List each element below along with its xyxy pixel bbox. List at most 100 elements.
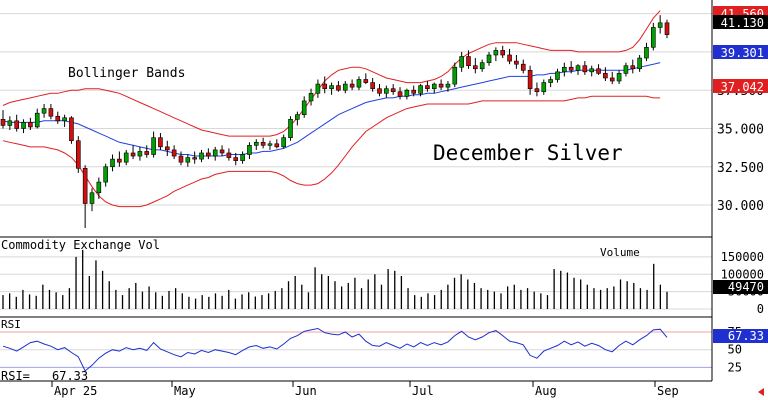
candle-body <box>438 83 444 88</box>
candle-body <box>644 47 649 59</box>
rsi-reference-lines <box>0 331 712 368</box>
candle-body <box>514 60 519 65</box>
candle-body <box>240 154 245 161</box>
volume-tick-label: 100000 <box>721 267 764 281</box>
candle-body <box>82 167 88 204</box>
candle-body <box>404 89 410 97</box>
candle-body <box>69 117 74 142</box>
candle-body <box>288 118 293 138</box>
candle-body <box>14 120 19 129</box>
price-tick-label: 32.500 <box>717 161 764 176</box>
volume-gridlines <box>0 256 712 310</box>
candle-body <box>466 56 471 67</box>
candlesticks <box>0 15 670 228</box>
month-label: Jun <box>295 384 317 398</box>
candle-body <box>452 66 458 85</box>
rsi-readout-value: 67.33 <box>52 369 88 383</box>
rsi-badge-bg <box>713 329 768 343</box>
candle-body <box>527 70 533 89</box>
candle-body <box>274 143 280 148</box>
candle-body <box>253 141 259 146</box>
candle-body <box>137 151 143 157</box>
candle-body <box>342 83 348 91</box>
candle-body <box>534 88 540 93</box>
candle-body <box>34 112 40 128</box>
price-badge-bg <box>713 15 768 29</box>
candle-body <box>507 54 512 62</box>
candle-body <box>267 143 273 146</box>
candle-body <box>185 157 191 163</box>
volume-tick-label: 150000 <box>721 250 764 264</box>
candle-body <box>568 66 574 71</box>
candle-body <box>562 66 567 73</box>
rsi-tick-label: 25 <box>728 360 742 374</box>
candle-body <box>301 100 307 116</box>
month-label: Jul <box>412 384 434 398</box>
candle-body <box>110 158 115 168</box>
candle-body <box>171 149 177 157</box>
volume-title: Commodity Exchange Vol <box>1 238 160 252</box>
chart-title: December Silver <box>433 141 623 165</box>
candle-body <box>370 82 375 89</box>
bollinger-lower-band <box>2 95 661 208</box>
candle-body <box>308 92 314 102</box>
price-tick-label: 35.000 <box>717 122 764 137</box>
candle-body <box>322 83 328 89</box>
candle-body <box>520 63 526 71</box>
price-badge: 37.042 <box>721 80 764 94</box>
candle-body <box>349 83 355 88</box>
bollinger-bands-label: Bollinger Bands <box>68 66 185 81</box>
candle-body <box>178 155 184 163</box>
candle-body <box>589 68 595 73</box>
candle-body <box>158 137 163 148</box>
candle-body <box>473 65 478 70</box>
candle-body <box>603 73 608 79</box>
candle-body <box>575 65 581 71</box>
month-label: Apr 25 <box>54 384 97 398</box>
candle-body <box>233 157 239 161</box>
price-badge-bg <box>713 79 768 93</box>
month-labels: Apr 25 May Jun Jul Aug Sep <box>51 381 679 398</box>
candle-body <box>431 83 437 89</box>
scroll-arrow-icon[interactable] <box>758 388 764 396</box>
candle-body <box>96 181 102 194</box>
candle-body <box>295 114 300 120</box>
candle-body <box>192 157 197 160</box>
candle-body <box>479 62 485 70</box>
price-badge: 39.301 <box>721 46 764 60</box>
candle-body <box>75 140 81 169</box>
candle-body <box>418 85 423 94</box>
candle-body <box>390 88 396 93</box>
candle-body <box>356 79 362 88</box>
candle-body <box>623 65 629 74</box>
candle-body <box>260 141 266 146</box>
price-panel: Bollinger Bands December Silver 42.50040… <box>0 6 768 228</box>
candle-body <box>226 152 232 158</box>
candle-body <box>411 89 417 94</box>
volume-panel: Commodity Exchange Vol Volume 150000 1000… <box>0 236 768 316</box>
candle-body <box>247 145 252 155</box>
candle-body <box>486 54 492 63</box>
candle-body <box>397 91 403 97</box>
candle-body <box>219 149 225 154</box>
candle-body <box>555 71 560 80</box>
candle-body <box>7 120 13 126</box>
candle-body <box>582 65 588 73</box>
candle-body <box>541 82 547 93</box>
bollinger-upper-band <box>2 10 661 137</box>
candle-body <box>212 149 218 157</box>
month-label: Sep <box>657 384 679 398</box>
candle-body <box>21 122 26 129</box>
candle-body <box>89 192 95 204</box>
candle-body <box>377 88 382 94</box>
candle-body <box>199 152 204 160</box>
month-label: May <box>174 384 196 398</box>
candle-body <box>130 152 136 157</box>
candle-body <box>329 85 334 89</box>
candle-body <box>0 118 6 126</box>
volume-axis-ticks: 150000100000500000 <box>721 250 764 316</box>
candle-body <box>123 152 129 163</box>
candle-body <box>651 27 656 48</box>
